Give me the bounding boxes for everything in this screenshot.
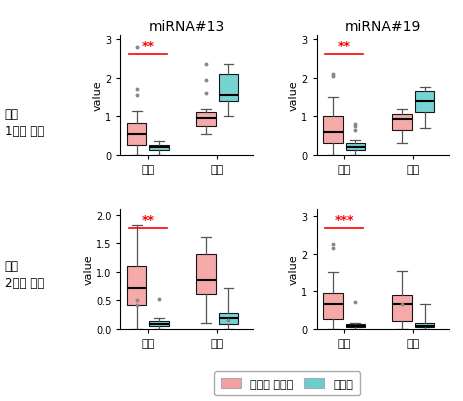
PathPatch shape	[196, 112, 216, 127]
PathPatch shape	[415, 323, 434, 327]
Text: 통증
2단계 검증: 통증 2단계 검증	[5, 260, 44, 290]
Text: ***: ***	[334, 213, 354, 226]
Y-axis label: value: value	[83, 254, 93, 284]
Text: **: **	[338, 40, 350, 53]
PathPatch shape	[219, 314, 238, 324]
PathPatch shape	[323, 116, 343, 143]
Text: **: **	[141, 40, 154, 53]
PathPatch shape	[219, 75, 238, 101]
PathPatch shape	[345, 144, 365, 151]
Y-axis label: value: value	[288, 254, 299, 284]
Text: **: **	[141, 213, 154, 226]
Text: 통증
1단계 검증: 통증 1단계 검증	[5, 107, 44, 137]
PathPatch shape	[127, 266, 146, 305]
PathPatch shape	[393, 115, 412, 130]
Legend: 대조군 건강인, 통증군: 대조군 건강인, 통증군	[214, 371, 360, 395]
Y-axis label: value: value	[288, 81, 299, 111]
PathPatch shape	[150, 145, 169, 150]
PathPatch shape	[415, 92, 434, 113]
PathPatch shape	[196, 255, 216, 295]
PathPatch shape	[150, 322, 169, 326]
PathPatch shape	[393, 295, 412, 321]
Y-axis label: value: value	[92, 81, 102, 111]
PathPatch shape	[127, 124, 146, 146]
Title: miRNA#13: miRNA#13	[149, 20, 225, 34]
PathPatch shape	[323, 294, 343, 320]
PathPatch shape	[345, 324, 365, 327]
Title: miRNA#19: miRNA#19	[344, 20, 421, 34]
